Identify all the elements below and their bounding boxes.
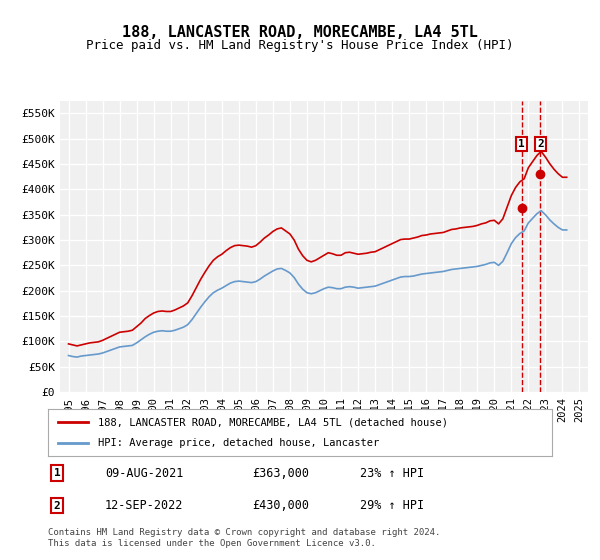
Text: 29% ↑ HPI: 29% ↑ HPI xyxy=(360,499,424,512)
Text: 188, LANCASTER ROAD, MORECAMBE, LA4 5TL: 188, LANCASTER ROAD, MORECAMBE, LA4 5TL xyxy=(122,25,478,40)
Text: 1: 1 xyxy=(518,139,525,149)
Text: 2: 2 xyxy=(53,501,61,511)
Text: 09-AUG-2021: 09-AUG-2021 xyxy=(105,466,184,480)
Text: Contains HM Land Registry data © Crown copyright and database right 2024.
This d: Contains HM Land Registry data © Crown c… xyxy=(48,528,440,548)
Text: 188, LANCASTER ROAD, MORECAMBE, LA4 5TL (detached house): 188, LANCASTER ROAD, MORECAMBE, LA4 5TL … xyxy=(98,417,448,427)
Text: 2: 2 xyxy=(537,139,544,149)
Text: 23% ↑ HPI: 23% ↑ HPI xyxy=(360,466,424,480)
Text: HPI: Average price, detached house, Lancaster: HPI: Average price, detached house, Lanc… xyxy=(98,438,380,448)
Text: Price paid vs. HM Land Registry's House Price Index (HPI): Price paid vs. HM Land Registry's House … xyxy=(86,39,514,52)
Text: £430,000: £430,000 xyxy=(252,499,309,512)
Text: 1: 1 xyxy=(53,468,61,478)
Text: 12-SEP-2022: 12-SEP-2022 xyxy=(105,499,184,512)
Text: £363,000: £363,000 xyxy=(252,466,309,480)
